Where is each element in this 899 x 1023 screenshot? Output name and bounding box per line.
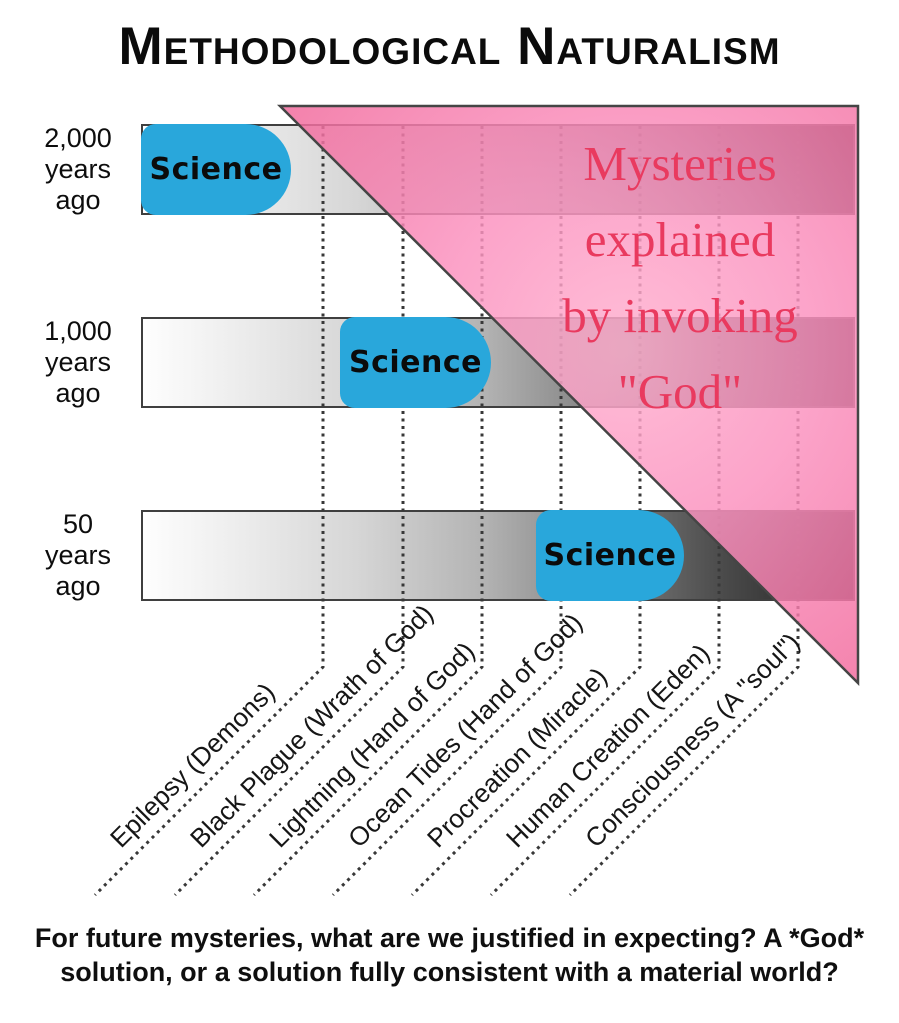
mysteries-annotation: Mysteries explained by invoking "God" xyxy=(470,126,890,430)
footer-caption-line: For future mysteries, what are we justif… xyxy=(34,923,865,953)
science-pill-label: Science xyxy=(149,152,283,187)
science-pill-label: Science xyxy=(543,538,677,573)
science-pill-1000-years: Science xyxy=(340,317,491,408)
page-title: Methodological Naturalism xyxy=(118,17,781,76)
footer-caption-line: solution, or a solution fully consistent… xyxy=(60,957,839,987)
mysteries-line: explained xyxy=(584,212,776,267)
mysteries-line: "God" xyxy=(617,364,743,419)
science-pill-50-years: Science xyxy=(536,510,684,601)
axis-label-2000-years-ago: 2,000 years ago xyxy=(44,123,112,215)
mysteries-triangle xyxy=(276,104,860,687)
footer-caption: For future mysteries, what are we justif… xyxy=(35,921,865,989)
mysteries-line: Mysteries xyxy=(583,136,777,191)
leader-line-black-plague xyxy=(173,126,405,897)
mysteries-line: by invoking xyxy=(562,288,798,343)
axis-label-50-years-ago: 50 years ago xyxy=(44,509,112,601)
science-pill-label: Science xyxy=(348,345,482,380)
axis-label-1000-years-ago: 1,000 years ago xyxy=(44,316,112,408)
science-pill-2000-years: Science xyxy=(141,124,291,215)
leader-line-epilepsy xyxy=(93,126,325,897)
